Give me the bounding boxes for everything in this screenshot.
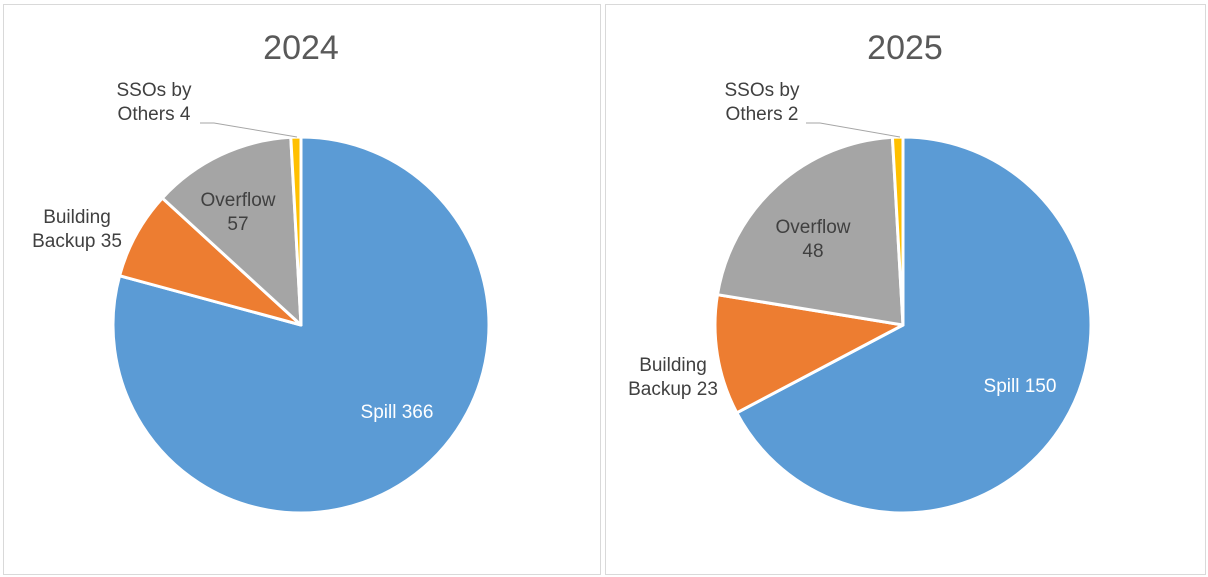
label-value: 150 [1024,376,1057,397]
pie-slice [735,135,1093,515]
data-label-box: Building Backup 35 [22,200,132,260]
data-label-text: SSOs by Others 4 [99,79,209,127]
label-category: Building Backup [32,207,111,252]
chart-title: 2025 [867,29,943,67]
label-value: 366 [401,402,434,423]
data-label: SSOs by Others 4 [99,73,209,133]
data-label: Overflow 57 [188,183,288,243]
data-label-box: Spill 150 [960,357,1080,417]
label-value: 2 [787,104,799,125]
leader-line [806,122,901,138]
data-label: Overflow 48 [763,210,863,270]
data-label-box: Overflow 48 [763,210,863,270]
data-label-text: SSOs by Others 2 [707,79,817,127]
data-label: SSOs by Others 2 [707,73,817,133]
label-value: 35 [100,231,122,252]
data-label-box: SSOs by Others 4 [99,73,209,133]
label-category: Overflow [200,190,276,211]
label-category: Spill [983,376,1020,397]
chart-title: 2024 [263,29,339,67]
label-category: Overflow [775,217,851,238]
label-category: SSOs by Others [116,80,192,125]
data-label: Spill 150 [960,357,1080,417]
data-label-text: Overflow 48 [763,216,863,264]
label-category: Building Backup [628,355,707,400]
data-label-text: Building Backup 23 [618,354,728,402]
data-label-box: Overflow 57 [188,183,288,243]
data-label-text: Overflow 57 [188,189,288,237]
label-category: Spill [360,402,397,423]
pie-slice [713,293,905,415]
leader-line [200,122,298,138]
data-label-box: SSOs by Others 2 [707,73,817,133]
pie-slice [160,135,303,327]
data-label-box: Spill 366 [337,383,457,443]
data-label-text: Spill 150 [984,375,1057,399]
pie-slice [715,135,905,327]
label-value: 48 [802,241,824,262]
label-value: 4 [179,104,191,125]
label-category: SSOs by Others [724,80,800,125]
data-label-text: Building Backup 35 [22,206,132,254]
data-label: Building Backup 23 [618,348,728,408]
data-label-box: Building Backup 23 [618,348,728,408]
data-label-text: Spill 366 [361,401,434,425]
data-label: Spill 366 [337,383,457,443]
label-value: 57 [227,214,249,235]
label-value: 23 [696,379,718,400]
data-label: Building Backup 35 [22,200,132,260]
